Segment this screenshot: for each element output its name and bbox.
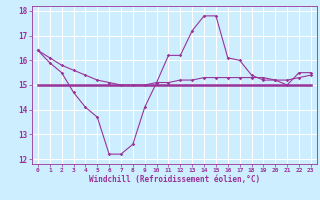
X-axis label: Windchill (Refroidissement éolien,°C): Windchill (Refroidissement éolien,°C) [89,175,260,184]
